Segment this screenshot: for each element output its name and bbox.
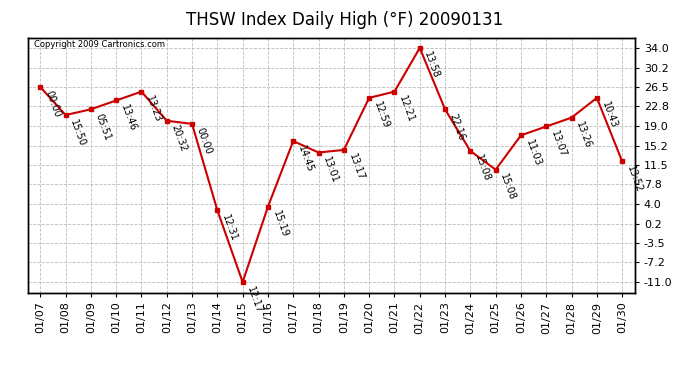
Text: THSW Index Daily High (°F) 20090131: THSW Index Daily High (°F) 20090131 — [186, 11, 504, 29]
Text: 13:17: 13:17 — [346, 153, 366, 182]
Text: 12:31: 12:31 — [220, 213, 239, 243]
Text: 14:45: 14:45 — [296, 144, 315, 174]
Text: 15:19: 15:19 — [270, 209, 290, 239]
Text: 00:00: 00:00 — [195, 127, 214, 156]
Text: 13:58: 13:58 — [422, 51, 442, 80]
Text: 15:08: 15:08 — [498, 172, 518, 202]
Text: 13:26: 13:26 — [574, 120, 593, 150]
Text: 13:23: 13:23 — [144, 94, 163, 124]
Text: Copyright 2009 Cartronics.com: Copyright 2009 Cartronics.com — [34, 40, 165, 49]
Text: 13:52: 13:52 — [625, 164, 644, 194]
Text: 13:01: 13:01 — [322, 155, 340, 185]
Text: 10:43: 10:43 — [600, 100, 618, 130]
Text: 11:03: 11:03 — [524, 138, 542, 168]
Text: 20:32: 20:32 — [170, 123, 188, 153]
Text: 05:51: 05:51 — [94, 112, 112, 142]
Text: 13:46: 13:46 — [119, 103, 138, 133]
Text: 22:16: 22:16 — [448, 112, 467, 142]
Text: 12:17: 12:17 — [246, 285, 264, 315]
Text: 15:50: 15:50 — [68, 118, 88, 147]
Text: 12:21: 12:21 — [397, 94, 416, 124]
Text: 15:08: 15:08 — [473, 154, 492, 183]
Text: 13:07: 13:07 — [549, 129, 568, 159]
Text: 12:59: 12:59 — [372, 100, 391, 130]
Text: 00:00: 00:00 — [43, 90, 62, 119]
